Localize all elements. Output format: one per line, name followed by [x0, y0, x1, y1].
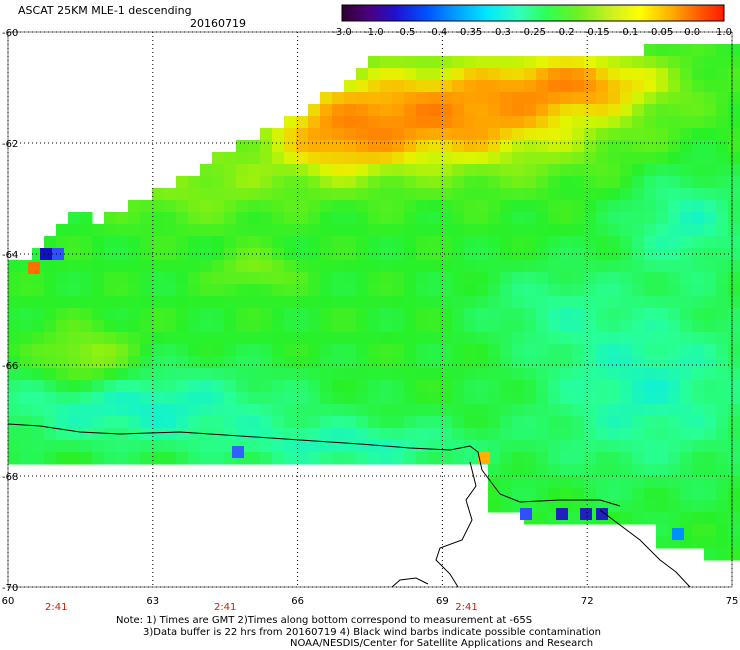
footer-credit: NOAA/NESDIS/Center for Satellite Applica…: [290, 638, 594, 649]
colorbar-gradient: [341, 4, 725, 22]
date-label: 20160719: [190, 17, 246, 30]
time-label: 2:41: [214, 602, 236, 613]
coastline-inland: [435, 461, 477, 588]
lat-label: -68: [2, 472, 18, 483]
lat-label: -60: [2, 28, 18, 39]
colorbar-tick-label: -0.35: [456, 27, 482, 38]
lat-label: -70: [2, 583, 18, 594]
lon-label: 63: [146, 596, 159, 607]
colorbar-tick-label: -0.4: [428, 27, 448, 38]
colorbar-tick-label: -0.5: [396, 27, 416, 38]
lon-label: 69: [436, 596, 449, 607]
lat-label: -66: [2, 361, 18, 372]
lon-label: 66: [291, 596, 304, 607]
product-title: ASCAT 25KM MLE-1 descending: [18, 4, 192, 17]
footer-note-1: Note: 1) Times are GMT 2)Times along bot…: [116, 615, 533, 626]
colorbar-tick-label: -1.0: [364, 27, 384, 38]
colorbar-tick-label: -0.3: [491, 27, 511, 38]
map-plot: -60 -62 -64 -66 -68 -70 60 63 66 69 72 75 2:41 2:41 2:…: [2, 28, 740, 613]
footer-note-2: 3)Data buffer is 22 hrs from 20160719 4)…: [143, 627, 601, 638]
coastline-islet: [391, 577, 429, 588]
lon-label: 75: [726, 596, 739, 607]
lon-label: 60: [2, 596, 15, 607]
coastline: [7, 423, 621, 507]
lat-label: -64: [2, 250, 18, 261]
colorbar-tick-label: -3.0: [332, 27, 352, 38]
lon-label: 72: [581, 596, 594, 607]
map-frame: [7, 31, 733, 588]
time-label: 2:41: [455, 602, 477, 613]
time-label: 2:41: [45, 602, 67, 613]
wind-field: [8, 44, 740, 561]
coastline-east: [599, 509, 691, 588]
lat-label: -62: [2, 139, 18, 150]
